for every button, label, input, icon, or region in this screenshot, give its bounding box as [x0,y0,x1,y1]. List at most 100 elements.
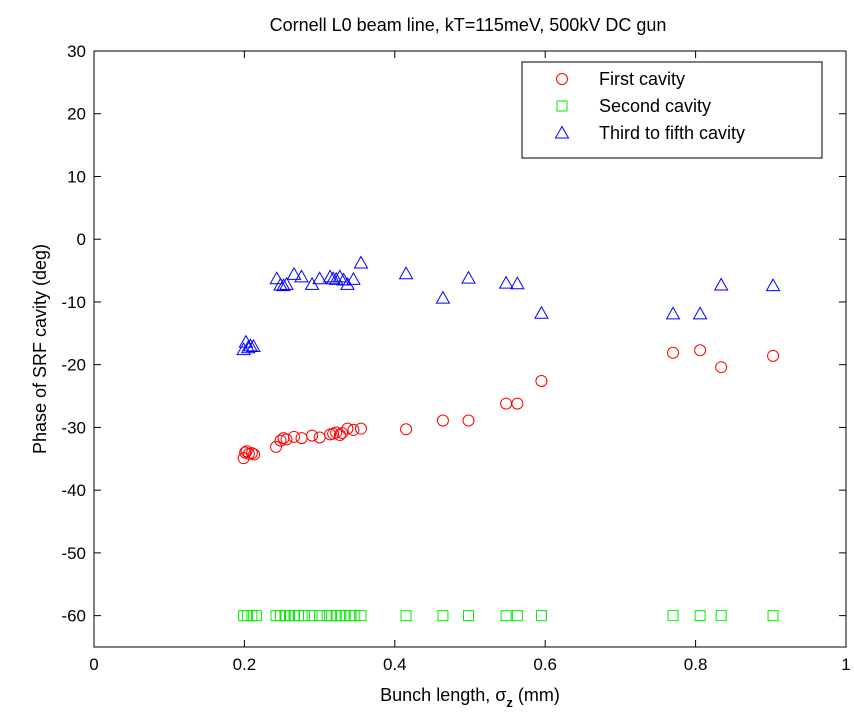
data-point-series-1 [511,397,524,410]
legend-label-series-1: First cavity [599,69,685,89]
data-point-series-3 [498,275,514,289]
data-point-series-1 [274,434,287,447]
y-tick-label: 0 [77,230,86,249]
legend-label-series-2: Second cavity [599,96,711,116]
data-point-series-1 [280,433,293,446]
y-tick-label: -50 [61,544,86,563]
data-point-series-3 [353,255,369,269]
data-point-series-2 [437,610,449,622]
data-point-series-3 [332,269,348,283]
x-tick-label: 0.4 [383,655,407,674]
chart-title: Cornell L0 beam line, kT=115meV, 500kV D… [270,15,667,35]
y-axis: -60 -50 -40 -30 -20 -10 0 10 20 30 [61,42,846,626]
data-point-series-3 [276,278,291,292]
legend-marker-series-1 [556,73,568,85]
data-point-series-1 [313,431,326,444]
data-point-series-1 [400,423,413,436]
x-axis: 0 0.2 0.4 0.6 0.8 1 [89,51,851,674]
series-1 [237,344,780,465]
data-point-series-1 [462,414,475,427]
data-point-series-1 [500,397,513,410]
x-tick-label: 0.2 [233,655,257,674]
data-point-series-3 [243,338,258,352]
data-point-series-1 [715,361,728,374]
data-point-series-2 [314,610,326,622]
data-point-series-1 [436,414,449,427]
data-point-series-2 [348,610,360,622]
y-tick-label: 20 [67,105,86,124]
data-point-series-1 [535,374,548,387]
y-tick-label: 30 [67,42,86,61]
data-point-series-3 [240,340,256,354]
data-point-series-1 [694,344,707,357]
data-point-series-3 [765,278,781,292]
data-point-series-3 [322,269,338,283]
y-tick-label: -40 [61,481,86,500]
data-point-series-3 [328,271,344,285]
x-tick-label: 0.6 [533,655,557,674]
data-point-series-1 [248,448,261,461]
y-tick-label: 10 [67,167,86,186]
data-point-series-3 [279,276,294,290]
legend-marker-series-3 [554,125,570,139]
data-point-series-1 [347,423,360,436]
data-point-series-3 [510,276,525,290]
data-point-series-3 [325,271,341,285]
series-3 [236,255,781,356]
data-point-series-3 [713,277,729,291]
x-tick-label: 0.8 [684,655,708,674]
data-point-series-3 [398,266,414,280]
data-point-series-3 [534,305,549,319]
data-point-series-2 [462,610,474,622]
data-point-series-3 [461,270,476,284]
x-axis-label-subscript: z [506,695,513,710]
data-point-series-1 [245,447,258,460]
data-point-series-3 [269,271,285,285]
data-point-series-1 [288,430,301,443]
data-point-series-1 [295,432,308,445]
data-point-series-1 [330,426,343,439]
data-point-series-3 [346,271,361,285]
data-point-series-1 [333,428,346,441]
data-point-series-2 [299,610,311,622]
y-tick-label: -60 [61,607,86,626]
data-point-series-2 [355,610,367,622]
legend-box [521,61,823,159]
x-axis-label: Bunch length, σz (mm) [380,685,560,710]
data-point-series-2 [715,610,727,622]
data-point-series-3 [665,306,681,320]
data-point-series-3 [435,290,451,304]
data-point-series-3 [286,266,302,280]
x-tick-label: 0 [89,655,98,674]
data-point-series-3 [312,271,327,285]
data-point-series-3 [294,269,309,283]
data-point-series-3 [273,277,288,291]
data-point-series-1 [667,346,680,359]
data-point-series-2 [767,610,779,622]
x-tick-label: 1 [841,655,850,674]
plot-area-frame [93,50,847,648]
data-point-series-3 [246,338,261,352]
series-2 [238,610,779,622]
data-point-series-2 [667,610,679,622]
data-point-series-1 [269,440,282,453]
legend-label-series-3: Third to fifth cavity [599,123,745,143]
data-point-series-1 [341,422,354,435]
data-point-series-2 [293,610,305,622]
y-tick-label: -10 [61,293,86,312]
data-point-series-1 [240,445,253,458]
data-point-series-3 [340,276,355,290]
data-point-series-2 [400,610,412,622]
data-point-series-2 [250,610,262,622]
data-point-series-3 [236,342,252,356]
data-point-series-1 [767,349,780,362]
data-point-series-2 [535,610,547,622]
legend-marker-series-2 [556,100,568,112]
data-markers [236,255,781,622]
data-point-series-1 [306,429,319,442]
y-tick-label: -20 [61,356,86,375]
data-point-series-3 [692,306,708,320]
data-point-series-2 [306,610,318,622]
y-tick-label: -30 [61,418,86,437]
